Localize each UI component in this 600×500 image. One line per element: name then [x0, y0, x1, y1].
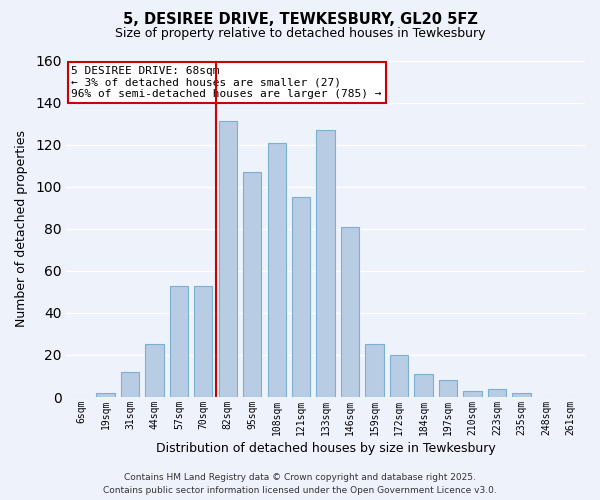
Text: Size of property relative to detached houses in Tewkesbury: Size of property relative to detached ho… [115, 28, 485, 40]
Bar [243, 172, 262, 397]
Bar [341, 226, 359, 397]
Bar [390, 355, 408, 397]
Bar [512, 393, 530, 397]
Bar [96, 393, 115, 397]
Bar [194, 286, 212, 397]
Bar [365, 344, 384, 397]
Bar [316, 130, 335, 397]
Bar [488, 388, 506, 397]
Bar [268, 142, 286, 397]
Bar [292, 197, 310, 397]
Bar [415, 374, 433, 397]
Text: Contains HM Land Registry data © Crown copyright and database right 2025.
Contai: Contains HM Land Registry data © Crown c… [103, 474, 497, 495]
Text: 5, DESIREE DRIVE, TEWKESBURY, GL20 5FZ: 5, DESIREE DRIVE, TEWKESBURY, GL20 5FZ [122, 12, 478, 28]
Bar [170, 286, 188, 397]
Bar [439, 380, 457, 397]
Bar [218, 122, 237, 397]
Bar [121, 372, 139, 397]
Bar [145, 344, 164, 397]
Text: 5 DESIREE DRIVE: 68sqm
← 3% of detached houses are smaller (27)
96% of semi-deta: 5 DESIREE DRIVE: 68sqm ← 3% of detached … [71, 66, 382, 98]
X-axis label: Distribution of detached houses by size in Tewkesbury: Distribution of detached houses by size … [156, 442, 496, 455]
Bar [463, 390, 482, 397]
Y-axis label: Number of detached properties: Number of detached properties [15, 130, 28, 328]
